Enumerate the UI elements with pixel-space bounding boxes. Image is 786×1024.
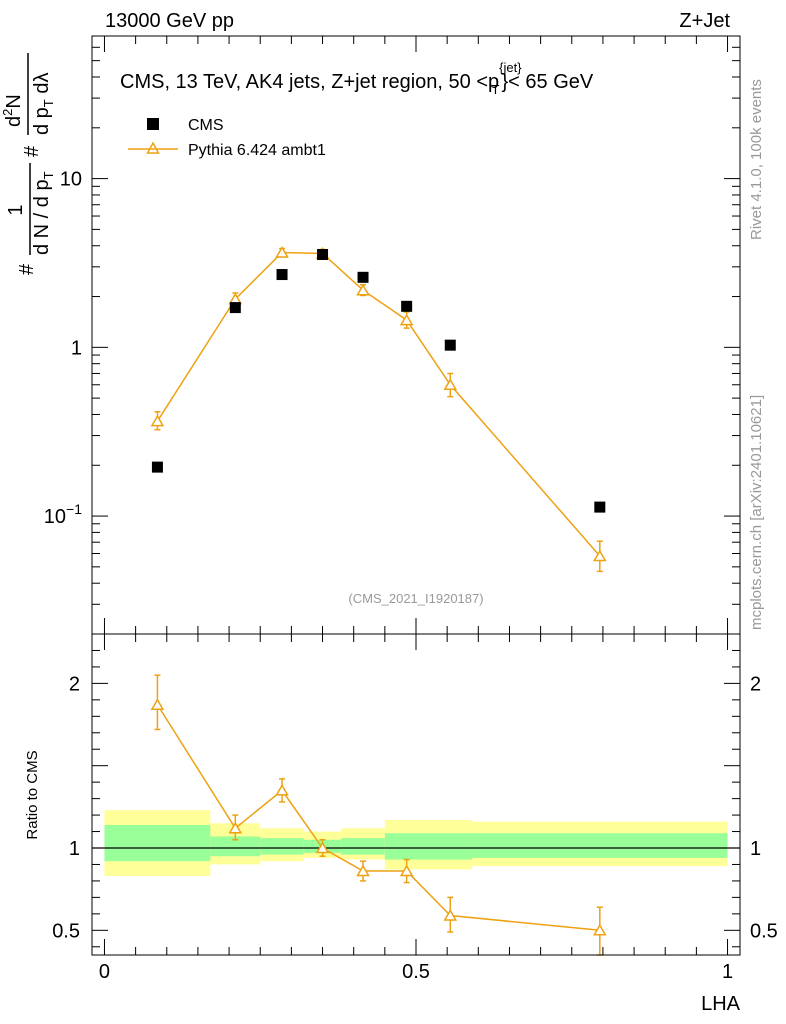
main-y-tick-label: 1: [71, 337, 82, 359]
ratio-mc-point: [399, 864, 414, 877]
ratio-band-inner: [260, 838, 304, 855]
mcplots-label: mcplots.cern.ch [arXiv:2401.10621]: [748, 395, 765, 630]
analysis-watermark: (CMS_2021_I1920187): [348, 591, 483, 606]
header-left: 13000 GeV pp: [105, 10, 234, 32]
ratio-y-tick-labels: 0.5 0.5 1 1 2 2: [52, 673, 778, 942]
header-right: Z+Jet: [679, 10, 730, 32]
main-axis-ticks: [92, 35, 740, 635]
main-mc-point: [399, 313, 414, 326]
main-mc-point: [443, 378, 458, 391]
ylabel-den-text: d N / d p: [31, 179, 53, 255]
x-tick-label: 0: [99, 961, 110, 983]
ratio-y-tick-label-left: 0.5: [52, 920, 80, 942]
main-y-tick-label: 10: [60, 169, 82, 191]
ylabel-num-den: d pT dλ: [31, 73, 56, 135]
ratio-mc-point: [593, 923, 607, 936]
ylabel-num: d2N: [0, 94, 25, 127]
title-main: CMS, 13 TeV, AK4 jets, Z+jet region, 50 …: [120, 71, 499, 93]
ratio-y-label: Ratio to CMS: [24, 750, 41, 839]
main-data-point: [401, 300, 413, 312]
ratio-y-tick-label-right: 1: [750, 838, 761, 860]
ratio-y-tick-label-right: 2: [750, 673, 761, 695]
title-sup: {jet}: [499, 60, 522, 75]
ratio-mc-point: [228, 821, 243, 834]
main-data-point: [229, 302, 241, 314]
legend-cms-label: CMS: [188, 117, 224, 134]
x-tick-label: 0.5: [402, 961, 430, 983]
ratio-mc-point: [443, 908, 458, 921]
x-axis-label: LHA: [701, 993, 741, 1015]
ratio-mc-point: [315, 841, 330, 854]
ratio-bands: [104, 810, 728, 876]
ratio-mc-point: [150, 698, 165, 711]
main-mc-series: [150, 245, 607, 573]
main-data-point: [444, 339, 456, 351]
ratio-band-inner: [341, 838, 385, 855]
main-data-point: [594, 501, 606, 513]
main-y-tick-base: 1: [71, 337, 82, 359]
main-mc-point: [275, 245, 289, 258]
main-data-point: [357, 271, 369, 283]
main-mc-point: [356, 283, 370, 296]
ylabel-one: 1: [5, 204, 27, 215]
main-data-point: [317, 248, 329, 260]
ylabel-den: d N / d pT: [31, 171, 56, 255]
legend-cms-marker: [147, 118, 159, 130]
main-y-label: # 1 d N / d pT # d2N d pT dλ: [0, 53, 56, 275]
ylabel-num-end: N: [3, 94, 25, 108]
ratio-band-inner: [472, 833, 728, 858]
main-data-point: [151, 461, 163, 473]
ratio-frame: [91, 633, 741, 956]
ratio-band-inner: [210, 836, 261, 857]
main-data-point: [276, 269, 288, 281]
ylabel-hash2: #: [21, 145, 43, 157]
ylabel-num-den-end: dλ: [31, 73, 53, 100]
title-end: }< 65 GeV: [502, 71, 594, 93]
ylabel-num-den-text: d p: [31, 107, 53, 135]
main-y-tick-base: 10: [60, 169, 82, 191]
ratio-mc-point: [275, 783, 289, 796]
ratio-panel: 0.5 0.51 12 2 0 0.5 1: [52, 633, 778, 983]
ratio-y-tick-label-left: 2: [69, 673, 80, 695]
ratio-mc-series: [150, 674, 607, 956]
ratio-x-tick-labels: 0 0.5 1: [99, 961, 733, 983]
main-y-tick-base: 10: [44, 506, 66, 528]
ratio-y-tick-label-right: 0.5: [750, 920, 778, 942]
main-mc-point: [150, 414, 165, 427]
legend-mc-marker: [146, 141, 160, 154]
ylabel-num-d: d: [3, 116, 25, 127]
ratio-mc-point: [356, 864, 370, 877]
ylabel-den-sub: T: [41, 171, 56, 179]
main-data-series: [151, 248, 606, 513]
main-mc-point: [593, 549, 607, 562]
ratio-y-tick-label-left: 1: [69, 838, 80, 860]
main-y-tick-exp: −1: [66, 501, 82, 517]
main-y-tick-label: 10−1: [44, 501, 82, 528]
ratio-band-inner: [104, 824, 211, 862]
rivet-label: Rivet 4.1.0, 100k events: [748, 79, 765, 240]
main-mc-line: [156, 251, 601, 557]
x-tick-label: 1: [722, 961, 733, 983]
ylabel-hash1: #: [16, 263, 38, 275]
ylabel-num-sup: 2: [0, 109, 15, 116]
chart-title: CMS, 13 TeV, AK4 jets, Z+jet region, 50 …: [120, 60, 594, 97]
ratio-band-inner: [384, 833, 473, 860]
ratio-axis-ticks: [92, 634, 740, 955]
legend-mc-label: Pythia 6.424 ambt1: [188, 142, 326, 159]
ratio-mc-line: [156, 704, 600, 932]
ylabel-num-den-sub: T: [41, 99, 56, 107]
title-sub: T: [492, 82, 500, 97]
